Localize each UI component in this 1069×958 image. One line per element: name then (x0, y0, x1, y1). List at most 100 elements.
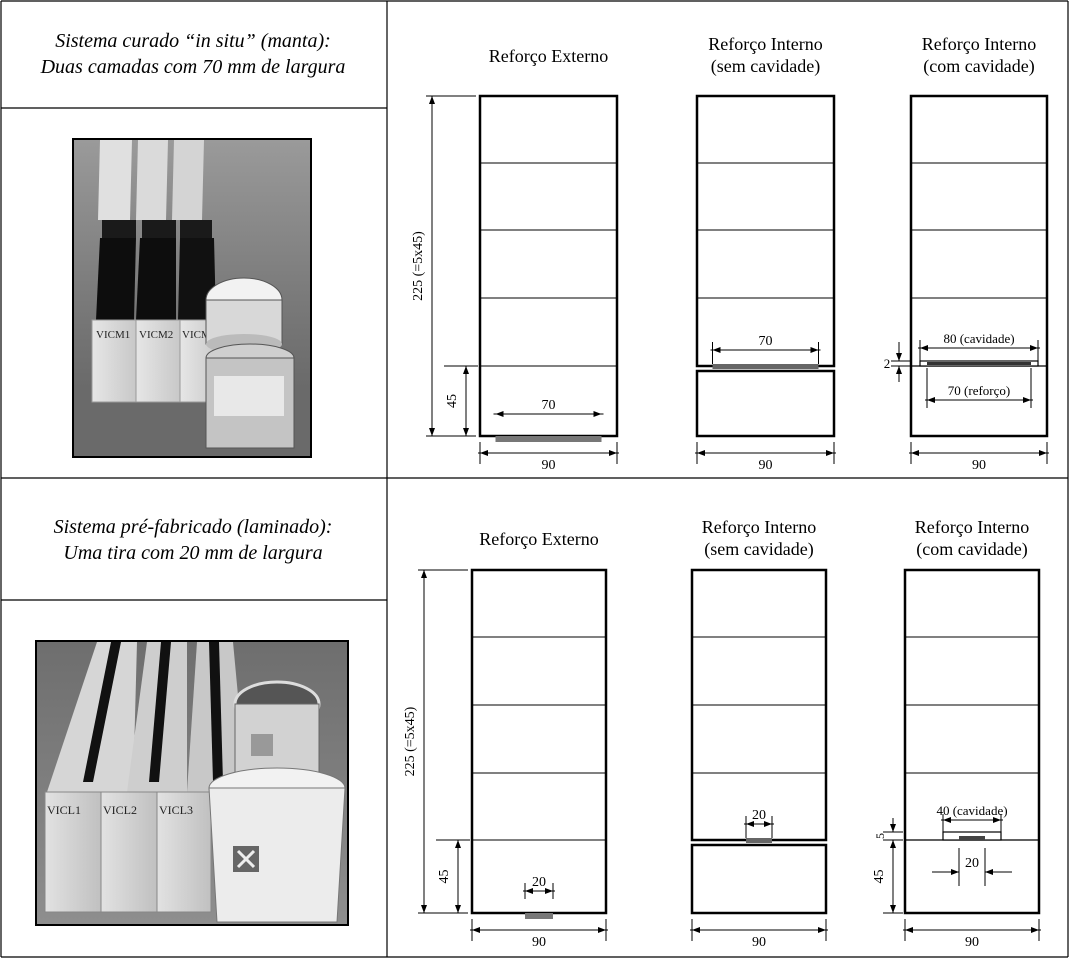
beam-outline (470, 568, 608, 915)
arrowhead (896, 366, 902, 374)
dim-reinforcement-label: 20 (532, 875, 546, 890)
dim-layer-arrow (455, 905, 461, 913)
dim-reinforcement-arrow (495, 411, 504, 417)
dim-reinforcement-arrow (712, 347, 721, 353)
dim-height-arrow (421, 570, 427, 578)
arrowhead (890, 824, 896, 832)
dim-width-arrow (818, 927, 826, 933)
dim-width-label: 90 (759, 458, 773, 473)
dim-layer-arrow (890, 840, 896, 848)
beam-lower-block (690, 843, 828, 915)
dim-width-arrow (598, 927, 606, 933)
specimen-label: VICL1 (47, 803, 81, 817)
dim-width-arrow (911, 450, 919, 456)
dim-layer-label: 45 (872, 870, 887, 884)
dim-reinforcement-label: 20 (965, 856, 979, 871)
dim-reinforcement-arrow (746, 821, 754, 827)
dim-reinforcement-arrow (545, 888, 553, 894)
panel-subtitle: (sem cavidade) (711, 56, 820, 77)
frp-strip (927, 362, 1031, 365)
dim-layer-arrow (463, 428, 469, 436)
system-title-line: Duas camadas com 70 mm de largura (40, 56, 346, 78)
arrowhead (985, 869, 993, 875)
dim-height-label: 225 (=5x45) (403, 706, 418, 776)
arrowhead (896, 353, 902, 361)
frp-strip (525, 913, 553, 919)
dim-height-label: 225 (=5x45) (411, 231, 426, 301)
frp-strip (495, 436, 602, 442)
dim-width-arrow (480, 450, 488, 456)
panel-subtitle: (com cavidade) (923, 56, 1034, 77)
frp-strip (712, 364, 819, 369)
system-title-line: Sistema pré-fabricado (laminado): (53, 516, 333, 538)
system-title-laminado: Sistema pré-fabricado (laminado): Uma ti… (1, 514, 385, 566)
specimen-label: VICL3 (159, 803, 193, 817)
arrowhead (951, 869, 959, 875)
dim-width-arrow (609, 450, 617, 456)
panel-subtitle: (sem cavidade) (704, 539, 813, 560)
dim-height-arrow (429, 96, 435, 104)
dim-width-arrow (826, 450, 834, 456)
dim-layer-arrow (455, 840, 461, 848)
dim-layer-arrow (890, 905, 896, 913)
dim-cavity-label: 80 (cavidade) (943, 331, 1014, 346)
dim-reinforcement-label: 70 (542, 398, 556, 413)
system-title-manta: Sistema curado “in situ” (manta): Duas c… (1, 28, 385, 80)
dim-layer-label: 45 (445, 394, 460, 408)
dim-layer-arrow (463, 366, 469, 374)
dim-width-arrow (905, 927, 913, 933)
specimen-label: VICL2 (103, 803, 137, 817)
dim-width-label: 90 (542, 458, 556, 473)
dim-width-label: 90 (752, 935, 766, 950)
dim-width-arrow (697, 450, 705, 456)
frp-strip (959, 836, 985, 840)
panel-title: Reforço Externo (479, 529, 598, 549)
dim-reinforcement-label: 70 (759, 334, 773, 349)
dim-reinforcement-arrow (810, 347, 819, 353)
specimen-label: VICM1 (96, 329, 130, 341)
dim-height-arrow (421, 905, 427, 913)
dim-width-arrow (1031, 927, 1039, 933)
dim-cavity-arrow (1030, 345, 1038, 351)
laminado-photo: VICL1 VICL2 VICL3 (35, 640, 349, 926)
panel-subtitle: (com cavidade) (916, 539, 1027, 560)
dim-reinforcement-label: 70 (reforço) (948, 383, 1010, 398)
panel-title: Reforço Interno (702, 517, 816, 537)
dim-width-label: 90 (972, 458, 986, 473)
specimen-label: VICM2 (139, 329, 173, 341)
frp-strip (746, 838, 772, 843)
panel-title: Reforço Interno (922, 34, 1036, 54)
dim-reinforcement-arrow (593, 411, 602, 417)
dim-width-arrow (1039, 450, 1047, 456)
dim-cavity-arrow (993, 817, 1001, 823)
dim-cavity-depth-label: 5 (873, 833, 887, 839)
dim-layer-label: 45 (437, 870, 452, 884)
dim-width-label: 90 (532, 935, 546, 950)
beam-upper-block (695, 94, 836, 368)
dim-reinforcement-arrow (1023, 397, 1031, 403)
beam-outline (903, 568, 1041, 915)
dim-cavity-arrow (943, 817, 951, 823)
dim-reinforcement-arrow (927, 397, 935, 403)
dim-width-label: 90 (965, 935, 979, 950)
beam-outline (909, 94, 1049, 438)
dim-cavity-depth-label: 2 (884, 356, 891, 371)
dim-reinforcement-arrow (525, 888, 533, 894)
manta-photo: VICM1 VICM2 VICM3 (72, 138, 312, 458)
dim-height-arrow (429, 428, 435, 436)
panel-title: Reforço Externo (489, 46, 608, 66)
dim-cavity-label: 40 (cavidade) (936, 803, 1007, 818)
panel-title: Reforço Interno (915, 517, 1029, 537)
dim-reinforcement-arrow (764, 821, 772, 827)
system-title-line: Sistema curado “in situ” (manta): (55, 30, 331, 52)
dim-reinforcement-label: 20 (752, 808, 766, 823)
beam-lower-block (695, 369, 836, 438)
dim-cavity-arrow (920, 345, 928, 351)
system-title-line: Uma tira com 20 mm de largura (63, 542, 323, 564)
dim-width-arrow (692, 927, 700, 933)
beam-outline (478, 94, 619, 438)
dim-width-arrow (472, 927, 480, 933)
